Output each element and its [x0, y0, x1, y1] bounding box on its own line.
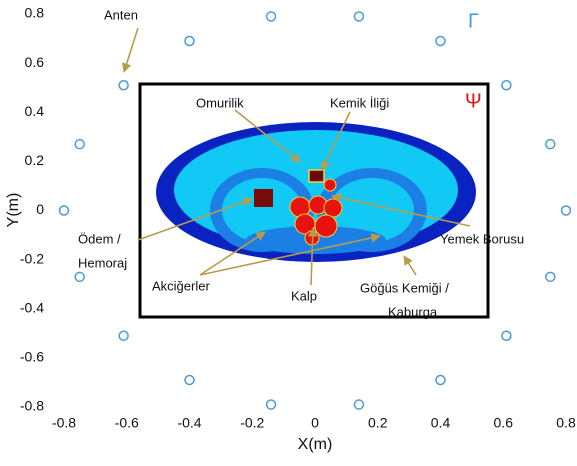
x-axis-label: X(m) — [298, 436, 333, 453]
antenna-point — [354, 12, 363, 21]
x-tick-label: -0.6 — [115, 415, 139, 431]
chart: X(m) Y(m) -0.8 -0.6 -0.4 -0.2 0 0.2 0.4 0.6 0.8 -… — [0, 0, 577, 461]
annotation: Akciğerler — [152, 278, 210, 293]
x-tick-label: -0.8 — [52, 415, 76, 431]
antenna-point — [185, 37, 194, 46]
annotation: Anten — [104, 7, 138, 22]
antenna-point — [436, 37, 445, 46]
annotation: Ödem / — [78, 231, 121, 246]
annotation: Göğüs Kemiği / — [360, 280, 449, 295]
annotation: Hemoraj — [78, 255, 127, 270]
annotation: Kemik İliği — [330, 95, 389, 110]
y-tick-label: 0.4 — [25, 103, 45, 119]
y-tick-label: 0.8 — [25, 5, 45, 21]
y-tick-label: -0.8 — [20, 398, 44, 414]
antenna-point — [119, 331, 128, 340]
annotation: Yemek Borusu — [440, 231, 524, 246]
y-tick-label: 0.6 — [25, 54, 45, 70]
x-tick-label: 0.6 — [494, 415, 514, 431]
antenna-point — [502, 81, 511, 90]
annotation: Ψ — [465, 90, 482, 112]
y-tick-label: -0.2 — [20, 250, 44, 266]
annotation: Γ — [468, 10, 479, 32]
y-tick-label: 0 — [36, 201, 44, 217]
antenna-point — [546, 272, 555, 281]
x-tick-label: 0.4 — [431, 415, 451, 431]
antenna-point — [75, 140, 84, 149]
y-tick-label: -0.6 — [20, 349, 44, 365]
antenna-point — [185, 375, 194, 384]
antenna-point — [354, 400, 363, 409]
annotation: Kalp — [291, 288, 317, 303]
x-tick-label: -0.4 — [177, 415, 201, 431]
y-axis-label: Y(m) — [5, 193, 22, 228]
antenna-point — [119, 81, 128, 90]
antenna-point — [75, 272, 84, 281]
x-tick-label: -0.2 — [240, 415, 264, 431]
antenna-point — [267, 400, 276, 409]
antenna-point — [436, 375, 445, 384]
antenna-point — [267, 12, 276, 21]
annotation: Omurilik — [196, 95, 244, 110]
antenna-point — [502, 331, 511, 340]
antenna-point — [546, 140, 555, 149]
x-tick-label: 0.2 — [368, 415, 388, 431]
annotation: Kaburga — [388, 304, 438, 319]
y-tick-label: -0.4 — [20, 299, 44, 315]
y-tick-label: 0.2 — [25, 152, 45, 168]
x-tick-label: 0 — [311, 415, 319, 431]
antenna-point — [562, 206, 571, 215]
x-tick-label: 0.8 — [556, 415, 576, 431]
